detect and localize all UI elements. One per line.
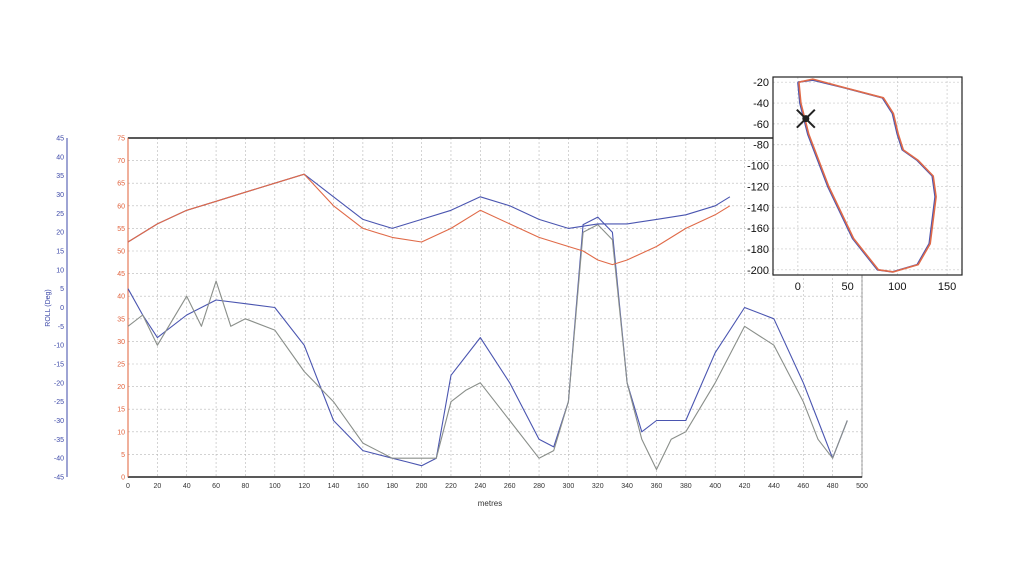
roll-tick-label: -25 xyxy=(54,399,64,406)
speed-tick-label: 15 xyxy=(117,407,125,414)
x-tick-label: 300 xyxy=(563,483,575,490)
x-tick-label: 360 xyxy=(651,483,663,490)
speed-tick-label: 65 xyxy=(117,181,125,188)
roll-tick-label: -20 xyxy=(54,380,64,387)
speed-tick-label: 25 xyxy=(117,362,125,369)
inset-y-tick-label: -160 xyxy=(747,223,769,235)
speed-tick-label: 50 xyxy=(117,249,125,256)
roll-axis-ticks: 45 40 35 30 25 20 15 10 5 0 -5 -10 -15 -20 -25 -30 -35 -4… xyxy=(54,136,64,482)
inset-y-ticks: -20 -40 -60 -80 -100 -120 -140 -160 -180 -200 xyxy=(747,77,769,277)
inset-y-tick-label: -100 xyxy=(747,161,769,173)
x-tick-label: 60 xyxy=(212,483,220,490)
roll-tick-label: -35 xyxy=(54,437,64,444)
marker-dot xyxy=(802,115,810,123)
roll-tick-label: 20 xyxy=(56,230,64,237)
roll-tick-label: -40 xyxy=(54,456,64,463)
main-chart: 0 20 40 60 80 100 120 140 160 180 200 220 240 260 280 3… xyxy=(45,136,868,509)
inset-y-tick-label: -80 xyxy=(753,140,769,152)
roll-tick-label: -30 xyxy=(54,418,64,425)
x-tick-label: 240 xyxy=(474,483,486,490)
roll-tick-label: 10 xyxy=(56,267,64,274)
roll-tick-label: -10 xyxy=(54,343,64,350)
roll-tick-label: 15 xyxy=(56,249,64,256)
roll-tick-label: -45 xyxy=(54,475,64,482)
roll-tick-label: 0 xyxy=(60,305,64,312)
speed-tick-label: 20 xyxy=(117,384,125,391)
x-tick-label: 460 xyxy=(797,483,809,490)
x-tick-label: 380 xyxy=(680,483,692,490)
x-tick-label: 480 xyxy=(827,483,839,490)
inset-x-tick-label: 150 xyxy=(938,281,956,293)
x-tick-label: 0 xyxy=(126,483,130,490)
roll-tick-label: 35 xyxy=(56,173,64,180)
speed-tick-label: 75 xyxy=(117,136,125,143)
roll-tick-label: 30 xyxy=(56,192,64,199)
x-tick-label: 80 xyxy=(242,483,250,490)
inset-x-ticks: 0 50 100 150 xyxy=(795,281,956,293)
roll-tick-label: -15 xyxy=(54,362,64,369)
roll-tick-label: 5 xyxy=(60,286,64,293)
speed-tick-label: 45 xyxy=(117,271,125,278)
x-axis-label: metres xyxy=(478,499,502,508)
main-grid xyxy=(66,137,863,478)
speed-tick-label: 55 xyxy=(117,226,125,233)
series-line-speed-3 xyxy=(127,173,731,266)
roll-tick-label: -5 xyxy=(58,324,64,331)
x-tick-label: 340 xyxy=(621,483,633,490)
x-tick-label: 220 xyxy=(445,483,457,490)
inset-position-marker xyxy=(796,108,816,129)
x-tick-label: 500 xyxy=(856,483,868,490)
x-tick-label: 140 xyxy=(328,483,340,490)
inset-x-tick-label: 100 xyxy=(888,281,906,293)
series-line-roll-1 xyxy=(127,224,848,471)
inset-y-tick-label: -120 xyxy=(747,181,769,193)
inset-y-tick-label: -60 xyxy=(753,119,769,131)
x-tick-label: 100 xyxy=(269,483,281,490)
series-line-speed-2 xyxy=(127,173,731,243)
inset-y-tick-label: -180 xyxy=(747,244,769,256)
x-tick-label: 120 xyxy=(298,483,310,490)
speed-tick-label: 60 xyxy=(117,203,125,210)
roll-tick-label: 25 xyxy=(56,211,64,218)
inset-x-tick-label: 50 xyxy=(841,281,853,293)
track-map-inset: 0 50 100 150 -20 -40 -60 -80 -100 -120 -140 -160 -1… xyxy=(747,76,963,293)
speed-tick-label: 70 xyxy=(117,158,125,165)
x-tick-label: 40 xyxy=(183,483,191,490)
inset-y-tick-label: -40 xyxy=(753,98,769,110)
main-series xyxy=(127,173,848,471)
x-tick-label: 440 xyxy=(768,483,780,490)
roll-axis-label: ROLL (Deg) xyxy=(45,289,52,326)
x-tick-label: 280 xyxy=(533,483,545,490)
inset-x-tick-label: 0 xyxy=(795,281,801,293)
x-tick-label: 180 xyxy=(386,483,398,490)
x-tick-label: 160 xyxy=(357,483,369,490)
roll-tick-label: 40 xyxy=(56,154,64,161)
series-line-roll-0 xyxy=(127,216,848,467)
main-x-ticks: 0 20 40 60 80 100 120 140 160 180 200 220 240 260 280 3… xyxy=(126,483,868,490)
speed-tick-label: 5 xyxy=(121,452,125,459)
speed-tick-label: 10 xyxy=(117,429,125,436)
inset-y-tick-label: -140 xyxy=(747,202,769,214)
speed-tick-label: 35 xyxy=(117,316,125,323)
inset-series xyxy=(797,78,937,273)
inset-y-tick-label: -20 xyxy=(753,77,769,89)
x-tick-label: 420 xyxy=(739,483,751,490)
inset-frame xyxy=(772,76,963,276)
speed-tick-label: 0 xyxy=(121,475,125,482)
speed-tick-label: 30 xyxy=(117,339,125,346)
inset-y-tick-label: -200 xyxy=(747,265,769,277)
roll-tick-label: 45 xyxy=(56,136,64,143)
x-tick-label: 260 xyxy=(504,483,516,490)
inset-track-line-1 xyxy=(798,78,937,273)
x-tick-label: 400 xyxy=(709,483,721,490)
speed-tick-label: 40 xyxy=(117,294,125,301)
x-tick-label: 20 xyxy=(153,483,161,490)
x-tick-label: 320 xyxy=(592,483,604,490)
x-tick-label: 200 xyxy=(416,483,428,490)
